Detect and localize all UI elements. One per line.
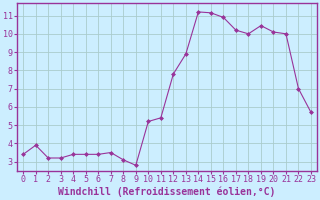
X-axis label: Windchill (Refroidissement éolien,°C): Windchill (Refroidissement éolien,°C) bbox=[58, 187, 276, 197]
